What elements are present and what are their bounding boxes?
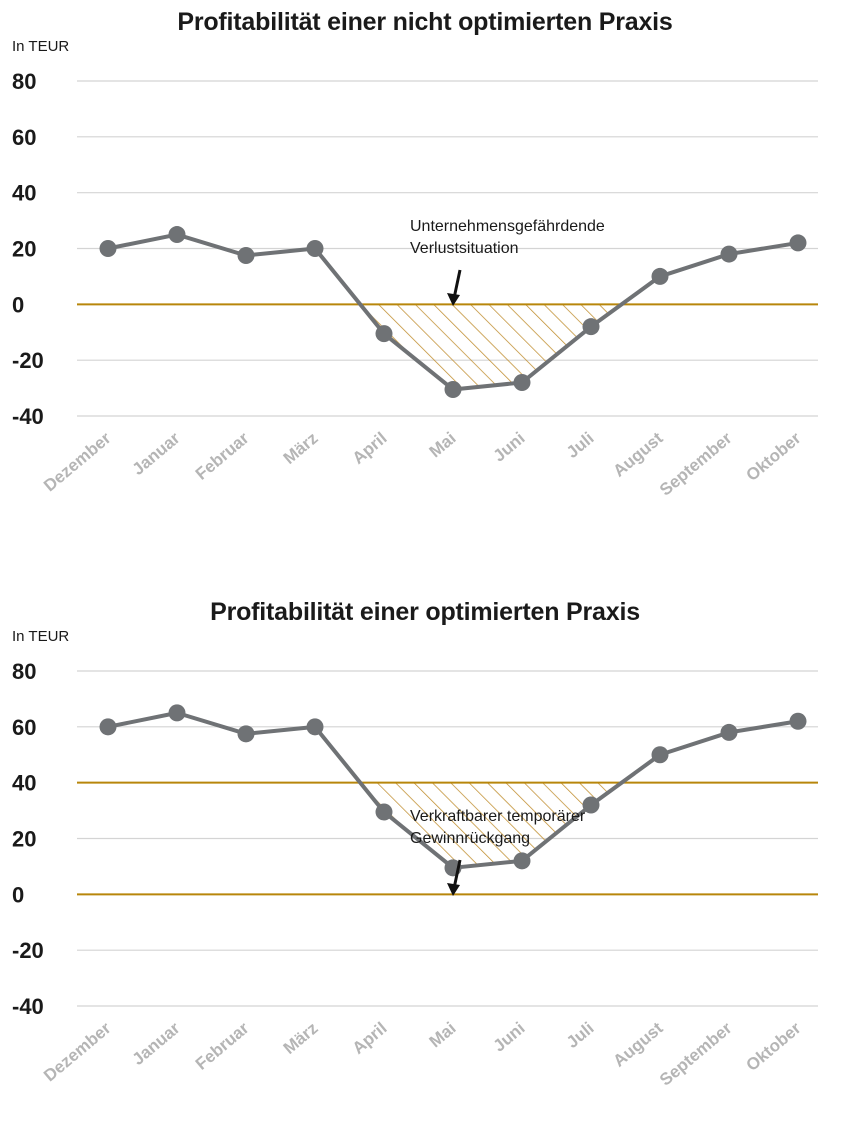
data-point xyxy=(720,245,738,263)
annotation-arrow xyxy=(453,269,462,297)
x-tick-label: März xyxy=(280,1019,322,1058)
x-tick-label: Juli xyxy=(563,1019,598,1052)
x-tick-label: Oktober xyxy=(742,1018,804,1075)
y-tick-label: 0 xyxy=(12,882,24,907)
x-tick-label: Januar xyxy=(129,428,184,479)
y-axis-unit-label: In TEUR xyxy=(12,628,70,645)
data-point xyxy=(99,718,117,736)
data-point xyxy=(306,240,324,257)
y-tick-label: 80 xyxy=(12,659,36,684)
data-point xyxy=(582,318,600,336)
x-tick-label: April xyxy=(349,1019,391,1058)
data-point xyxy=(651,267,669,285)
annotation-arrow xyxy=(453,859,462,887)
data-point xyxy=(789,234,807,252)
data-point xyxy=(168,704,186,722)
annotation-arrow-head xyxy=(447,883,460,896)
x-tick-label: August xyxy=(610,428,667,480)
x-tick-label: Juni xyxy=(490,1019,529,1056)
chart-title: Profitabilität einer nicht optimierten P… xyxy=(177,8,673,36)
x-tick-label: Mai xyxy=(426,1019,460,1052)
data-point xyxy=(306,718,324,736)
y-axis-unit-label: In TEUR xyxy=(12,38,70,55)
y-tick-label: 80 xyxy=(12,69,36,94)
data-point xyxy=(99,240,117,257)
x-tick-label: Januar xyxy=(129,1018,184,1069)
data-point xyxy=(444,380,462,398)
y-tick-label: 20 xyxy=(12,827,36,852)
x-tick-label: Juli xyxy=(563,429,598,462)
y-tick-label: -40 xyxy=(12,994,44,1019)
annotation-text: Verlustsituation xyxy=(410,240,519,257)
x-tick-label: Dezember xyxy=(40,428,115,495)
data-point xyxy=(237,246,255,264)
x-tick-label: August xyxy=(610,1018,667,1070)
y-tick-label: 20 xyxy=(12,237,36,262)
x-tick-label: April xyxy=(349,429,391,468)
data-point xyxy=(375,325,393,343)
y-tick-label: 0 xyxy=(12,292,24,317)
data-point xyxy=(513,852,531,870)
x-tick-label: Mai xyxy=(426,429,460,462)
annotation-arrow-head xyxy=(447,293,460,306)
chart-title: Profitabilität einer optimierten Praxis xyxy=(210,598,640,626)
x-tick-label: September xyxy=(656,428,736,499)
data-point xyxy=(375,803,393,821)
x-tick-label: März xyxy=(280,429,322,468)
y-tick-label: 40 xyxy=(12,181,36,206)
data-point xyxy=(168,226,186,244)
x-tick-label: Februar xyxy=(192,1018,253,1073)
hatched-gap-area xyxy=(360,304,622,390)
x-tick-label: Februar xyxy=(192,428,253,483)
y-tick-label: 40 xyxy=(12,771,36,796)
data-point xyxy=(789,712,807,730)
data-point xyxy=(237,725,255,743)
chart-top: Profitabilität einer nicht optimierten P… xyxy=(0,0,850,545)
y-tick-label: -40 xyxy=(12,404,44,429)
data-point xyxy=(720,723,738,741)
data-point xyxy=(513,374,531,391)
annotation-text: Unternehmensgefährdende xyxy=(410,218,605,235)
data-point xyxy=(651,746,669,764)
y-tick-label: -20 xyxy=(12,938,44,963)
annotation-text: Verkraftbarer temporärer xyxy=(410,808,586,825)
hatched-gap-area xyxy=(360,782,622,868)
chart-bottom: Profitabilität einer optimierten Praxis … xyxy=(0,590,850,1135)
x-tick-label: Oktober xyxy=(742,428,804,485)
annotation-text: Gewinnrückgang xyxy=(410,830,530,847)
data-point xyxy=(582,796,600,814)
y-tick-label: -20 xyxy=(12,348,44,373)
x-tick-label: Juni xyxy=(490,429,529,466)
y-tick-label: 60 xyxy=(12,125,36,150)
x-tick-label: Dezember xyxy=(40,1018,115,1085)
x-tick-label: September xyxy=(656,1018,736,1089)
y-tick-label: 60 xyxy=(12,715,36,740)
